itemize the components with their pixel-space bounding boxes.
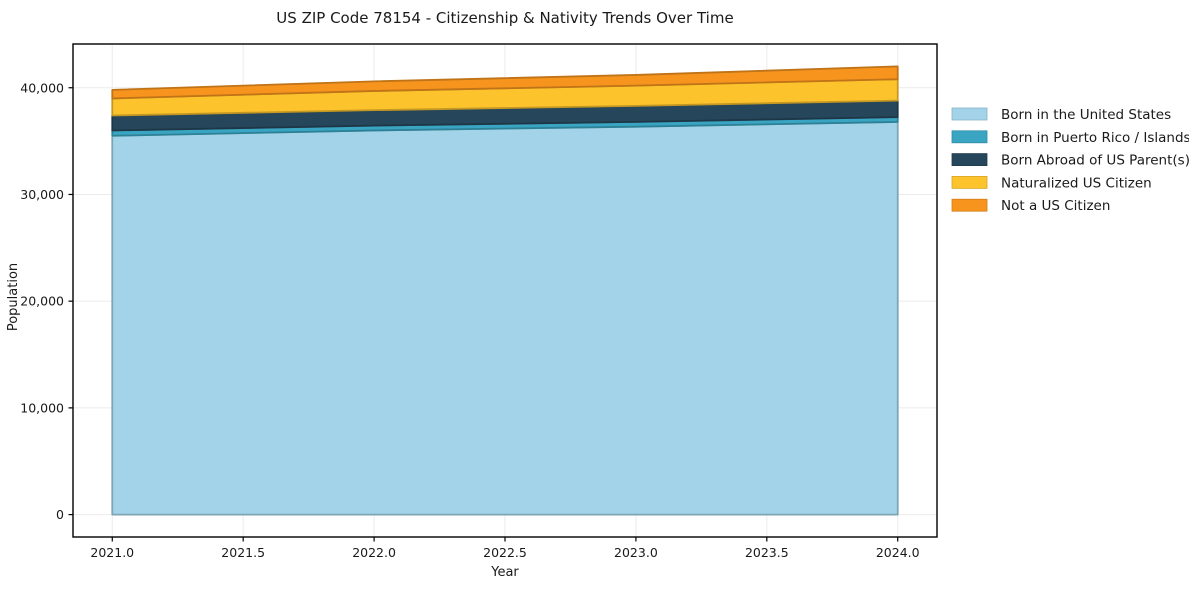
legend-swatch bbox=[951, 175, 988, 189]
legend-label: Born in the United States bbox=[1001, 107, 1171, 123]
x-tick-label: 2022.5 bbox=[483, 545, 527, 560]
legend-item: Not a US Citizen bbox=[951, 198, 1110, 214]
legend-label: Born in Puerto Rico / Islands bbox=[1001, 130, 1189, 146]
x-tick-label: 2021.0 bbox=[90, 545, 134, 560]
y-axis-label: Population bbox=[6, 263, 21, 331]
y-tick-label: 40,000 bbox=[20, 80, 64, 95]
y-tick-label: 10,000 bbox=[20, 400, 64, 415]
legend-label: Born Abroad of US Parent(s) bbox=[1001, 153, 1189, 169]
x-tick-label: 2022.0 bbox=[352, 545, 396, 560]
legend-swatch bbox=[951, 107, 988, 121]
x-tick-label: 2023.5 bbox=[745, 545, 789, 560]
legend-item: Naturalized US Citizen bbox=[951, 175, 1152, 191]
x-tick-label: 2021.5 bbox=[221, 545, 265, 560]
axis-ticks: 2021.0 2021.5 2022.0 2022.5 2023.0 2023.5 2024… bbox=[20, 80, 919, 560]
area-series-not-a-us-citizen bbox=[111, 65, 899, 100]
chart-title: US ZIP Code 78154 - Citizenship & Nativi… bbox=[276, 9, 733, 27]
legend-swatch bbox=[951, 130, 988, 144]
legend-label: Not a US Citizen bbox=[1001, 198, 1110, 214]
stacked-areas bbox=[111, 65, 899, 516]
legend-swatch bbox=[951, 153, 988, 167]
legend-item: Born in the United States bbox=[951, 107, 1171, 123]
legend-swatch bbox=[951, 198, 988, 212]
legend: Born in the United States Born in Puerto … bbox=[951, 107, 1189, 214]
x-axis-label: Year bbox=[490, 565, 519, 580]
y-tick-label: 30,000 bbox=[20, 187, 64, 202]
y-tick-label: 0 bbox=[56, 507, 64, 522]
x-tick-label: 2023.0 bbox=[614, 545, 658, 560]
legend-item: Born in Puerto Rico / Islands bbox=[951, 130, 1189, 146]
y-tick-label: 20,000 bbox=[20, 294, 64, 309]
area-series-born-in-the-united-states bbox=[111, 120, 899, 516]
x-tick-label: 2024.0 bbox=[876, 545, 920, 560]
legend-item: Born Abroad of US Parent(s) bbox=[951, 153, 1189, 169]
legend-label: Naturalized US Citizen bbox=[1001, 175, 1152, 191]
